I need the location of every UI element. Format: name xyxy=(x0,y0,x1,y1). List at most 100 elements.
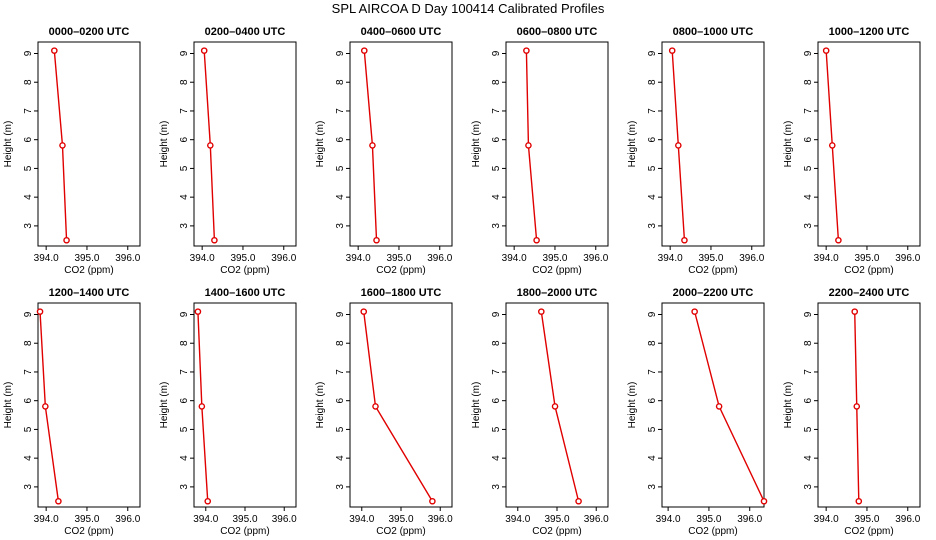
panel-title: 0000–0200 UTC xyxy=(49,26,130,38)
data-point xyxy=(207,142,214,149)
panel-title: 1400–1600 UTC xyxy=(205,287,286,299)
y-tick-label: 8 xyxy=(803,340,814,346)
profile-panel: 1200–1400 UTC 394.0 395.0 396.0 3 4 5 6 7 8 9 CO2 (… xyxy=(3,287,141,537)
x-tick-label: 394.0 xyxy=(656,514,681,525)
y-axis-label: Height (m) xyxy=(3,382,14,429)
y-tick-label: 5 xyxy=(803,426,814,432)
plot-frame xyxy=(349,302,453,508)
data-point xyxy=(204,497,212,505)
x-tick-label: 394.0 xyxy=(34,253,59,264)
x-tick-label: 395.0 xyxy=(696,514,721,525)
x-tick-label: 396.0 xyxy=(583,253,608,264)
x-tick-label: 394.0 xyxy=(349,514,374,525)
y-tick-label: 9 xyxy=(647,311,658,317)
x-tick-label: 394.0 xyxy=(346,253,371,264)
data-point xyxy=(369,142,376,149)
plot-frame xyxy=(817,41,921,247)
y-tick-label: 4 xyxy=(335,455,346,461)
y-axis-label: Height (m) xyxy=(159,382,170,429)
y-tick-label: 6 xyxy=(179,136,190,142)
y-tick-label: 4 xyxy=(335,194,346,200)
series-line xyxy=(540,311,580,502)
x-axis-label: CO2 (ppm) xyxy=(532,526,581,537)
y-tick-label: 6 xyxy=(491,397,502,403)
x-axis-label: CO2 (ppm) xyxy=(532,265,581,276)
x-tick-label: 396.0 xyxy=(115,514,140,525)
x-tick-label: 396.0 xyxy=(428,514,453,525)
profile-panel: 0200–0400 UTC 394.0 395.0 396.0 3 4 5 6 7 8 9 CO2 (… xyxy=(159,26,297,276)
x-tick-label: 394.0 xyxy=(814,514,839,525)
x-tick-label: 394.0 xyxy=(505,514,530,525)
x-tick-label: 395.0 xyxy=(232,514,257,525)
x-tick-label: 394.0 xyxy=(190,253,215,264)
data-point xyxy=(668,47,676,54)
y-tick-label: 4 xyxy=(647,194,658,200)
panel-title: 1600–1800 UTC xyxy=(361,287,442,299)
x-tick-label: 395.0 xyxy=(74,514,99,525)
y-tick-label: 9 xyxy=(335,50,346,56)
y-tick-label: 6 xyxy=(179,397,190,403)
y-tick-label: 8 xyxy=(647,340,658,346)
y-tick-label: 6 xyxy=(647,397,658,403)
x-axis-label: CO2 (ppm) xyxy=(688,526,737,537)
y-tick-label: 4 xyxy=(23,455,34,461)
plot-frame xyxy=(661,41,765,247)
x-tick-label: 394.0 xyxy=(34,514,59,525)
panel-title: 0800–1000 UTC xyxy=(673,26,754,38)
panel-title: 0200–0400 UTC xyxy=(205,26,286,38)
y-tick-label: 8 xyxy=(23,79,34,85)
profile-panel: 1600–1800 UTC 394.0 395.0 396.0 3 4 5 6 7 8 9 CO2 (… xyxy=(315,287,453,537)
data-point xyxy=(675,142,682,149)
x-axis-label: CO2 (ppm) xyxy=(844,265,893,276)
data-point xyxy=(51,47,58,54)
y-tick-label: 8 xyxy=(803,79,814,85)
data-point xyxy=(360,308,368,315)
y-axis-label: Height (m) xyxy=(159,121,170,168)
y-tick-label: 4 xyxy=(179,194,190,200)
y-tick-label: 5 xyxy=(647,165,658,171)
panel-title: 0600–0800 UTC xyxy=(517,26,598,38)
y-tick-label: 6 xyxy=(803,397,814,403)
y-tick-label: 5 xyxy=(23,426,34,432)
y-axis-label: Height (m) xyxy=(315,382,326,429)
x-tick-label: 396.0 xyxy=(737,514,762,525)
data-point xyxy=(575,497,582,505)
y-axis-label: Height (m) xyxy=(3,121,14,168)
data-point xyxy=(538,308,545,315)
data-point xyxy=(822,47,830,54)
y-tick-label: 8 xyxy=(335,340,346,346)
data-point xyxy=(372,403,379,410)
x-axis-label: CO2 (ppm) xyxy=(376,526,425,537)
y-tick-label: 3 xyxy=(491,484,502,490)
data-point xyxy=(36,308,44,315)
data-point xyxy=(42,403,49,410)
y-tick-label: 6 xyxy=(803,136,814,142)
panel-title: 2200–2400 UTC xyxy=(829,287,910,299)
y-axis-label: Height (m) xyxy=(783,382,794,429)
panel-title: 0400–0600 UTC xyxy=(361,26,442,38)
series-line xyxy=(693,311,765,502)
x-tick-label: 396.0 xyxy=(895,514,920,525)
x-tick-label: 396.0 xyxy=(895,253,920,264)
y-tick-label: 6 xyxy=(23,397,34,403)
profile-panel: 0000–0200 UTC 394.0 395.0 396.0 3 4 5 6 7 8 9 CO2 (… xyxy=(3,26,141,276)
data-point xyxy=(828,142,836,149)
x-axis-label: CO2 (ppm) xyxy=(220,526,269,537)
x-tick-label: 395.0 xyxy=(230,253,255,264)
x-tick-label: 394.0 xyxy=(658,253,683,264)
data-point xyxy=(429,497,436,505)
y-tick-label: 9 xyxy=(335,311,346,317)
data-point xyxy=(853,403,861,410)
y-tick-label: 3 xyxy=(491,223,502,229)
data-point xyxy=(523,47,530,54)
plot-frame xyxy=(661,302,765,508)
y-tick-label: 5 xyxy=(179,165,190,171)
y-axis-label: Height (m) xyxy=(471,121,482,168)
y-tick-label: 5 xyxy=(335,426,346,432)
y-tick-label: 4 xyxy=(179,455,190,461)
data-point xyxy=(194,308,202,315)
plot-frame xyxy=(349,41,453,247)
y-tick-label: 9 xyxy=(647,50,658,56)
y-tick-label: 4 xyxy=(803,455,814,461)
x-tick-label: 396.0 xyxy=(584,514,609,525)
